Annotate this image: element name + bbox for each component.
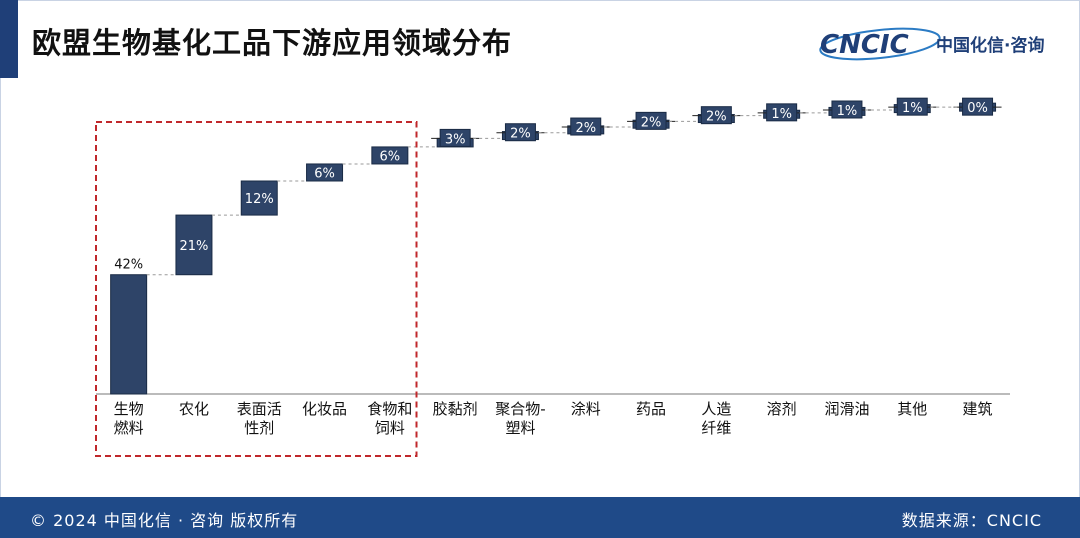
bar-0 <box>110 274 148 395</box>
value-label-box-10 <box>766 103 798 122</box>
category-label-4-1: 饲料 <box>375 419 405 437</box>
value-label-box-5 <box>439 128 471 147</box>
category-label-8-0: 药品 <box>636 400 666 418</box>
logo-swoosh <box>819 27 941 61</box>
logo-subtext: 中国化信·咨询 <box>936 35 1044 56</box>
category-label-3-0: 化妆品 <box>302 400 347 418</box>
category-label-4-0: 食物和 <box>367 400 412 418</box>
bar-3 <box>306 163 344 182</box>
value-label-2: 12% <box>245 192 274 207</box>
value-label-7: 2% <box>575 121 596 136</box>
value-label-5: 3% <box>445 132 466 147</box>
value-label-1: 21% <box>179 239 208 254</box>
bar-2 <box>240 180 278 216</box>
value-label-box-13 <box>962 97 994 116</box>
logo-text: CNCIC <box>820 30 909 60</box>
category-label-10-0: 溶剂 <box>767 400 797 418</box>
category-label-9-1: 纤维 <box>701 419 731 437</box>
value-label-13: 0% <box>967 101 988 116</box>
category-label-5-0: 胶黏剂 <box>433 400 478 418</box>
value-label-box-9 <box>700 106 732 125</box>
category-label-1-0: 农化 <box>179 400 209 418</box>
cncic-logo: CNCIC 中国化信·咨询 <box>819 27 1044 61</box>
category-label-13-0: 建筑 <box>963 400 993 418</box>
category-label-12-0: 其他 <box>897 400 927 418</box>
category-label-6-0: 聚合物- <box>495 400 545 418</box>
bar-1 <box>175 214 213 276</box>
value-label-11: 1% <box>837 104 858 119</box>
category-label-2-0: 表面活 <box>237 400 282 418</box>
value-label-3: 6% <box>314 166 335 181</box>
value-label-9: 2% <box>706 110 727 125</box>
category-label-0-1: 燃料 <box>114 419 144 437</box>
bar-4 <box>371 146 409 165</box>
value-label-box-8 <box>635 111 667 130</box>
value-label-box-11 <box>831 100 863 119</box>
data-source-text: 数据来源：CNCIC <box>901 511 1042 530</box>
category-label-6-1: 塑料 <box>505 419 535 437</box>
value-label-8: 2% <box>641 115 662 130</box>
footer-bar: © 2024 中国化信 · 咨询 版权所有 数据来源：CNCIC <box>0 497 1080 538</box>
value-label-6: 2% <box>510 127 531 142</box>
highlight-box <box>95 121 418 457</box>
category-label-7-0: 涂料 <box>571 400 601 418</box>
copyright-text: © 2024 中国化信 · 咨询 版权所有 <box>30 511 299 530</box>
value-label-10: 1% <box>771 107 792 122</box>
category-label-11-0: 润滑油 <box>824 400 869 418</box>
page-title: 欧盟生物基化工品下游应用领域分布 <box>32 26 513 60</box>
value-label-box-7 <box>570 117 602 136</box>
value-label-4: 6% <box>380 149 401 164</box>
category-label-2-1: 性剂 <box>244 419 274 437</box>
value-label-0: 42% <box>114 258 143 273</box>
category-label-0-0: 生物 <box>114 400 144 418</box>
category-label-9-0: 人造 <box>701 400 731 418</box>
value-label-box-12 <box>896 97 928 116</box>
value-label-box-6 <box>504 123 536 142</box>
value-label-12: 1% <box>902 101 923 116</box>
title-accent-bar <box>0 0 18 78</box>
